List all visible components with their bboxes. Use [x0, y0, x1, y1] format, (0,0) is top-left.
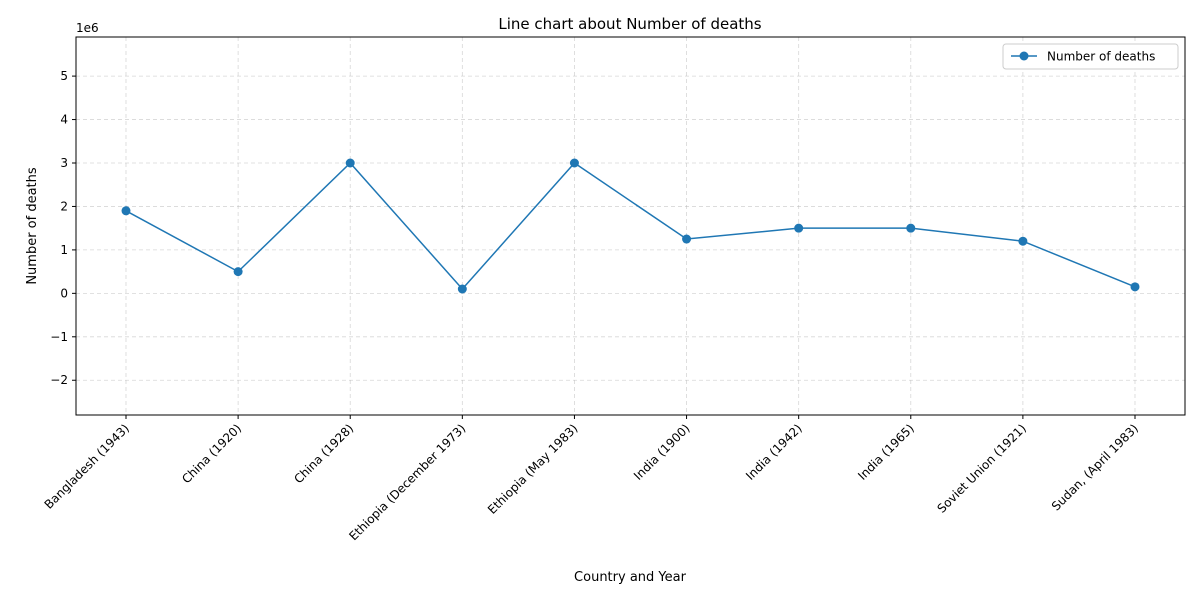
x-axis-title: Country and Year: [574, 570, 687, 585]
grid: [76, 37, 1185, 415]
data-point: [794, 223, 804, 233]
series-line: [125, 161, 1136, 291]
legend-entry-label: Number of deaths: [1047, 50, 1155, 64]
data-point: [345, 158, 355, 168]
plot-frame: [75, 36, 1186, 416]
data-point: [457, 284, 467, 294]
y-tick-label: 3: [60, 156, 68, 170]
legend-box: [1002, 43, 1179, 70]
y-tick-label: −2: [50, 373, 68, 387]
data-point: [233, 267, 243, 277]
y-axis-multiplier: 1e6: [76, 21, 99, 35]
data-point: [121, 206, 131, 216]
data-point: [1130, 282, 1140, 292]
y-tick-label: 5: [60, 69, 68, 83]
data-point: [906, 223, 916, 233]
y-tick-label: 4: [60, 113, 68, 127]
y-tick-label: 2: [60, 199, 68, 213]
legend-marker-swatch: [1019, 51, 1029, 61]
data-point: [569, 158, 579, 168]
chart-title: Line chart about Number of deaths: [498, 15, 761, 33]
y-axis-title: Number of deaths: [25, 167, 40, 285]
y-tick-label: 0: [60, 286, 68, 300]
data-point: [682, 234, 692, 244]
y-tick-label: 1: [60, 243, 68, 257]
data-point: [1018, 236, 1028, 246]
y-tick-label: −1: [50, 330, 68, 344]
y-axis-ticks: −2 −1 0 1 2 3 4 5: [50, 69, 76, 387]
series-layer: [121, 158, 1140, 294]
legend: Number of deaths: [1002, 43, 1179, 70]
